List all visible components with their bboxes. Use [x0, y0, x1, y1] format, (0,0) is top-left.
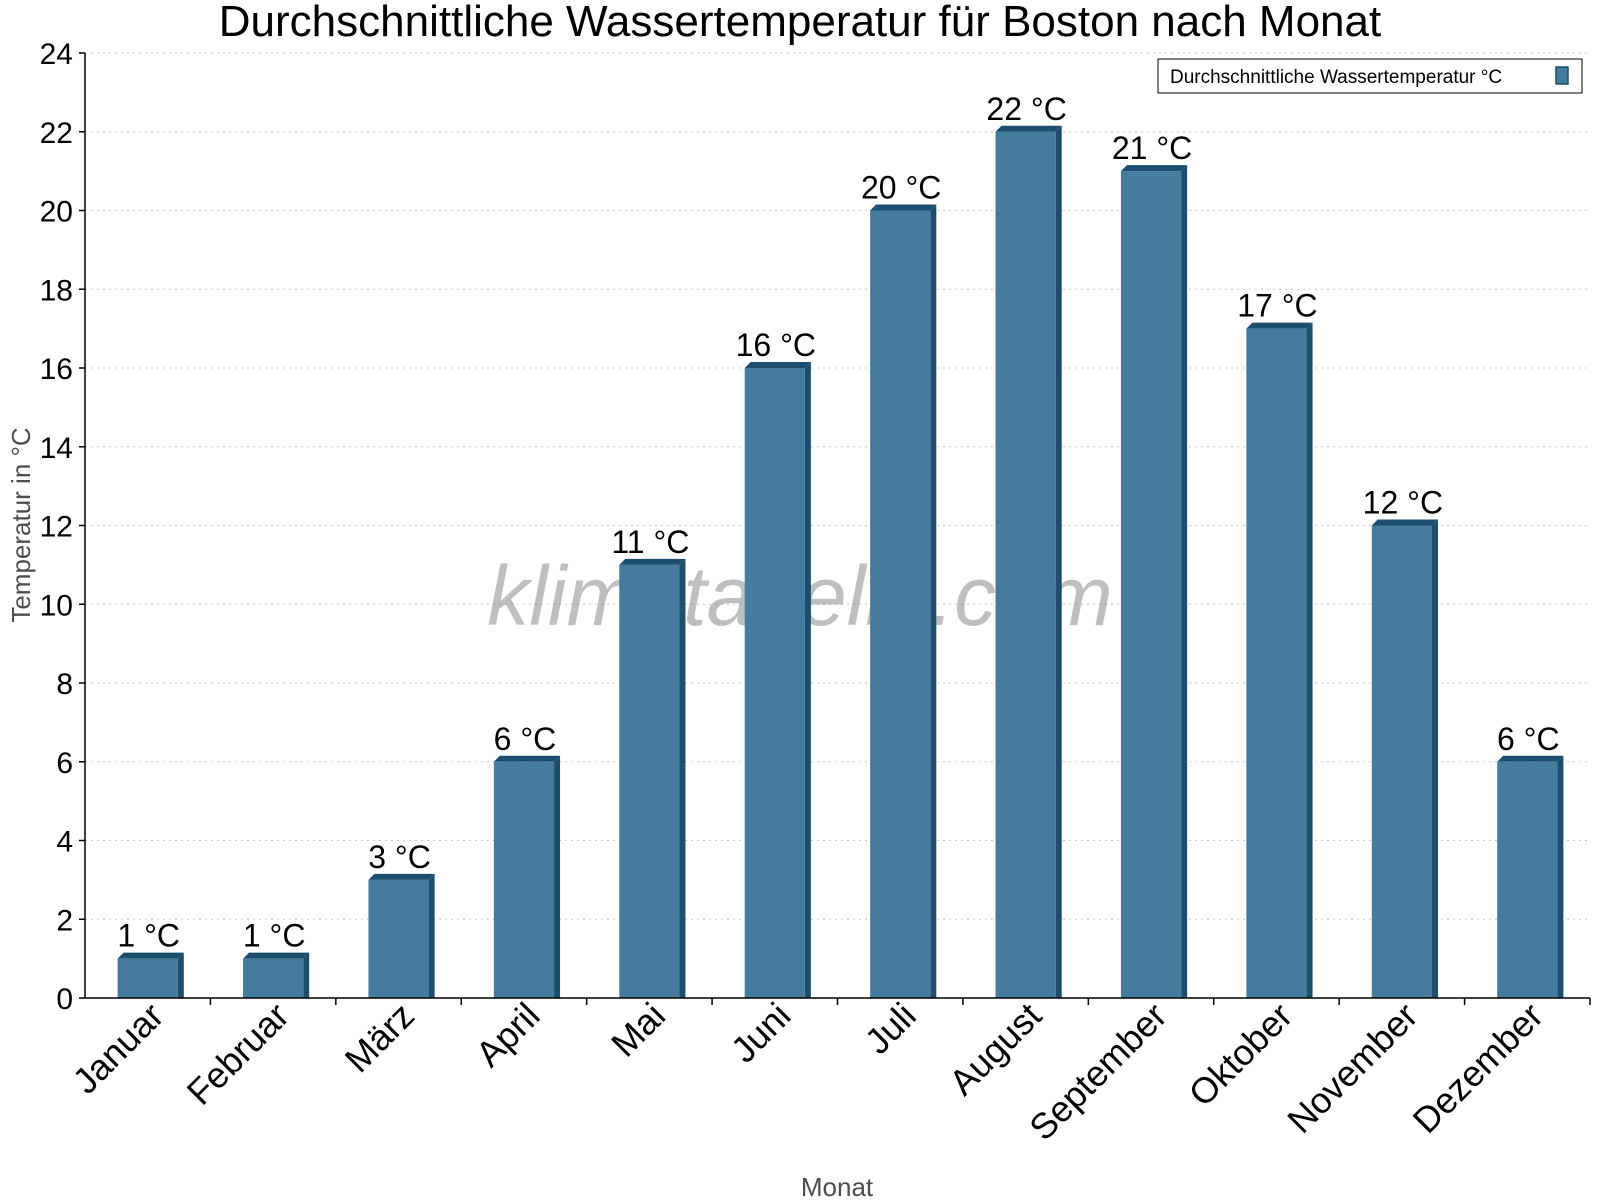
- bar-front: [117, 958, 178, 998]
- y-tick-label-11: 22: [40, 117, 73, 150]
- y-tick-label-0: 0: [56, 983, 73, 1016]
- bar-side: [428, 873, 435, 998]
- bar-side: [177, 952, 184, 998]
- x-tick-label-juli: Juli: [857, 995, 924, 1062]
- data-label-november: 12 °C: [1363, 485, 1443, 521]
- legend: Durchschnittliche Wassertemperatur °C: [1157, 58, 1583, 94]
- y-tick-label-8: 16: [40, 353, 73, 386]
- bar-april: [493, 755, 561, 998]
- bar-side: [804, 362, 811, 998]
- bar-top: [1246, 322, 1313, 329]
- bar-top: [493, 755, 561, 762]
- data-label-juli: 20 °C: [861, 170, 941, 206]
- x-axis-label: Monat: [801, 1172, 874, 1200]
- y-tick-label-12: 24: [40, 38, 73, 71]
- x-tick-label-februar: Februar: [179, 995, 297, 1113]
- bar-top: [870, 204, 937, 211]
- y-axis-label: Temperatur in °C: [6, 427, 36, 622]
- bar-märz: [368, 873, 435, 998]
- data-label-september: 21 °C: [1112, 130, 1192, 166]
- bar-front: [243, 958, 304, 998]
- x-tick-label-oktober: Oktober: [1181, 995, 1301, 1115]
- bar-november: [1371, 519, 1438, 998]
- y-tick-label-4: 8: [56, 668, 73, 701]
- bar-side: [930, 204, 937, 998]
- bar-front: [1497, 761, 1558, 998]
- bar-front: [619, 564, 680, 998]
- data-label-mai: 11 °C: [611, 524, 689, 560]
- gridlines: [85, 52, 1590, 920]
- x-axis-ticks: Januar Februar März April Mai Juni Juli AugustS…: [65, 995, 1591, 1149]
- bar-side: [1306, 322, 1313, 998]
- legend-label: Durchschnittliche Wassertemperatur °C: [1170, 67, 1502, 88]
- bar-februar: [243, 952, 310, 998]
- y-tick-label-6: 12: [40, 511, 73, 544]
- x-tick-label-juni: Juni: [723, 995, 799, 1071]
- bar-side: [1181, 165, 1188, 998]
- data-labels: 1 °C 1 °C 3 °C 6 °C 11 °C 16 °C 20 °C 22 °C 21 °…: [117, 91, 1559, 954]
- bar-front: [870, 210, 931, 998]
- x-tick-label-märz: März: [337, 995, 423, 1081]
- bar-front: [995, 131, 1056, 998]
- bar-top: [995, 125, 1062, 132]
- data-label-oktober: 17 °C: [1237, 288, 1317, 324]
- chart-title: Durchschnittliche Wassertemperatur für B…: [219, 0, 1381, 46]
- bar-side: [1557, 755, 1564, 998]
- y-tick-label-7: 14: [40, 432, 73, 465]
- bar-side: [1055, 125, 1062, 998]
- bar-juli: [870, 204, 937, 998]
- y-tick-label-10: 20: [40, 196, 73, 229]
- bar-front: [368, 879, 429, 998]
- bar-side: [679, 558, 686, 998]
- bar-top: [619, 558, 686, 565]
- y-tick-label-1: 2: [56, 904, 73, 937]
- bar-top: [1497, 755, 1564, 762]
- y-tick-label-9: 18: [40, 274, 73, 307]
- bar-top: [117, 952, 184, 959]
- bar-september: [1120, 165, 1188, 998]
- bar-januar: [117, 952, 184, 998]
- bar-front: [744, 368, 805, 998]
- y-tick-label-3: 6: [56, 747, 73, 780]
- x-tick-label-dezember: Dezember: [1405, 995, 1551, 1141]
- bar-front: [493, 761, 555, 998]
- data-label-februar: 1 °C: [243, 918, 306, 954]
- x-tick-label-september: September: [1021, 995, 1175, 1149]
- x-tick-label-august: August: [941, 995, 1049, 1103]
- bar-side: [554, 755, 561, 998]
- bar-front: [1371, 525, 1432, 998]
- bar-mai: [619, 558, 686, 998]
- x-tick-label-mai: Mai: [603, 995, 673, 1065]
- bar-top: [1120, 165, 1188, 172]
- data-label-april: 6 °C: [494, 721, 557, 757]
- data-label-dezember: 6 °C: [1497, 721, 1560, 757]
- y-tick-label-2: 4: [56, 826, 73, 859]
- legend-box: [1157, 58, 1583, 94]
- data-label-märz: 3 °C: [368, 839, 431, 875]
- y-tick-label-5: 10: [40, 589, 73, 622]
- bar-juni: [744, 362, 811, 998]
- bar-top: [744, 362, 811, 368]
- bar-front: [1246, 328, 1307, 998]
- data-label-januar: 1 °C: [117, 918, 180, 954]
- bar-dezember: [1497, 755, 1564, 998]
- data-label-juni: 16 °C: [736, 327, 816, 363]
- bars: [117, 125, 1564, 998]
- legend-swatch: [1555, 66, 1569, 85]
- bar-top: [1371, 519, 1438, 526]
- bar-top: [243, 952, 310, 959]
- bar-august: [995, 125, 1062, 998]
- x-tick-label-april: April: [468, 995, 548, 1075]
- x-tick-label-januar: Januar: [65, 995, 172, 1102]
- x-tick-label-november: November: [1279, 995, 1425, 1141]
- bar-oktober: [1246, 322, 1313, 998]
- bar-side: [1431, 519, 1438, 998]
- bar-front: [1120, 171, 1182, 998]
- bar-top: [368, 873, 435, 880]
- bar-side: [303, 952, 310, 998]
- data-label-august: 22 °C: [986, 91, 1066, 127]
